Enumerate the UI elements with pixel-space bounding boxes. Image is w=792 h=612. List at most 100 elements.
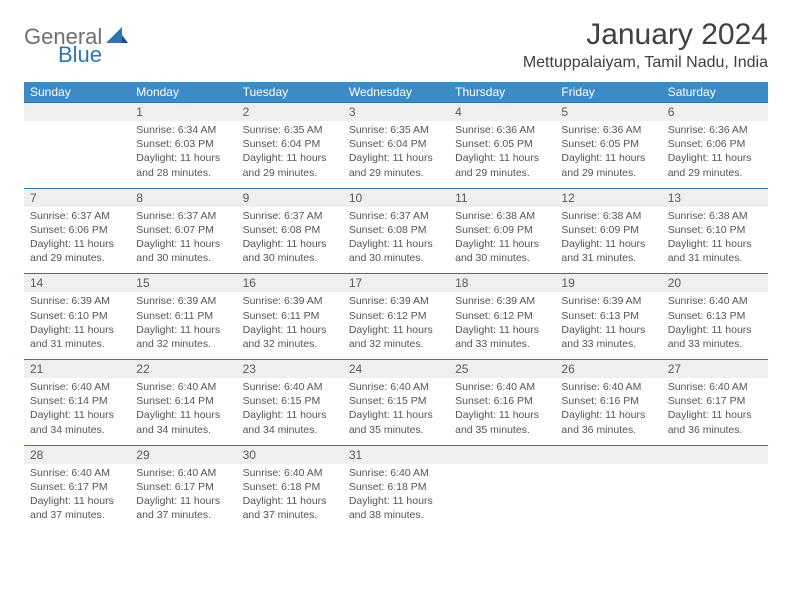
- day-detail-cell: Sunrise: 6:39 AMSunset: 6:10 PMDaylight:…: [24, 292, 130, 359]
- day2-text: and 33 minutes.: [561, 337, 655, 351]
- day2-text: and 30 minutes.: [136, 251, 230, 265]
- day-number-cell: 2: [237, 103, 343, 122]
- sunrise-text: Sunrise: 6:39 AM: [455, 294, 549, 308]
- day2-text: and 35 minutes.: [349, 423, 443, 437]
- day-detail-cell: Sunrise: 6:39 AMSunset: 6:11 PMDaylight:…: [130, 292, 236, 359]
- day-number: 1: [136, 105, 143, 119]
- sunrise-text: Sunrise: 6:40 AM: [561, 380, 655, 394]
- sunset-text: Sunset: 6:06 PM: [30, 223, 124, 237]
- day-number-cell: 6: [662, 103, 768, 122]
- sunrise-text: Sunrise: 6:37 AM: [349, 209, 443, 223]
- sunset-text: Sunset: 6:08 PM: [243, 223, 337, 237]
- sunrise-text: Sunrise: 6:38 AM: [561, 209, 655, 223]
- day-number-cell: 28: [24, 445, 130, 464]
- day-detail-cell: Sunrise: 6:36 AMSunset: 6:05 PMDaylight:…: [449, 121, 555, 188]
- day1-text: Daylight: 11 hours: [561, 408, 655, 422]
- day-number-cell: [24, 103, 130, 122]
- day-detail-cell: Sunrise: 6:37 AMSunset: 6:08 PMDaylight:…: [237, 207, 343, 274]
- sunrise-text: Sunrise: 6:40 AM: [243, 466, 337, 480]
- day-detail-cell: Sunrise: 6:40 AMSunset: 6:14 PMDaylight:…: [24, 378, 130, 445]
- day-detail-cell: Sunrise: 6:39 AMSunset: 6:12 PMDaylight:…: [449, 292, 555, 359]
- day-number: 27: [668, 362, 681, 376]
- sunset-text: Sunset: 6:05 PM: [455, 137, 549, 151]
- weekday-header: Friday: [555, 82, 661, 103]
- day-number-cell: 17: [343, 274, 449, 293]
- sunrise-text: Sunrise: 6:36 AM: [668, 123, 762, 137]
- day-number-cell: 15: [130, 274, 236, 293]
- day-number-row: 28 29 30 31: [24, 445, 768, 464]
- day-detail-cell: Sunrise: 6:34 AMSunset: 6:03 PMDaylight:…: [130, 121, 236, 188]
- day1-text: Daylight: 11 hours: [455, 323, 549, 337]
- day2-text: and 35 minutes.: [455, 423, 549, 437]
- day1-text: Daylight: 11 hours: [455, 151, 549, 165]
- sunset-text: Sunset: 6:10 PM: [668, 223, 762, 237]
- day-number: 30: [243, 448, 256, 462]
- day-number-cell: 31: [343, 445, 449, 464]
- day-number: 31: [349, 448, 362, 462]
- day1-text: Daylight: 11 hours: [30, 408, 124, 422]
- sunset-text: Sunset: 6:18 PM: [349, 480, 443, 494]
- day1-text: Daylight: 11 hours: [30, 494, 124, 508]
- day-detail-cell: Sunrise: 6:40 AMSunset: 6:17 PMDaylight:…: [24, 464, 130, 531]
- sunrise-text: Sunrise: 6:40 AM: [668, 380, 762, 394]
- day1-text: Daylight: 11 hours: [30, 237, 124, 251]
- weekday-header: Sunday: [24, 82, 130, 103]
- day-number-cell: 24: [343, 360, 449, 379]
- sunrise-text: Sunrise: 6:35 AM: [349, 123, 443, 137]
- day2-text: and 30 minutes.: [243, 251, 337, 265]
- sunrise-text: Sunrise: 6:37 AM: [30, 209, 124, 223]
- day-number: 29: [136, 448, 149, 462]
- day-detail-cell: Sunrise: 6:40 AMSunset: 6:14 PMDaylight:…: [130, 378, 236, 445]
- day-detail-cell: Sunrise: 6:35 AMSunset: 6:04 PMDaylight:…: [237, 121, 343, 188]
- day1-text: Daylight: 11 hours: [243, 408, 337, 422]
- sunset-text: Sunset: 6:18 PM: [243, 480, 337, 494]
- day2-text: and 37 minutes.: [30, 508, 124, 522]
- day1-text: Daylight: 11 hours: [561, 323, 655, 337]
- sunset-text: Sunset: 6:17 PM: [30, 480, 124, 494]
- day2-text: and 29 minutes.: [243, 166, 337, 180]
- sunset-text: Sunset: 6:09 PM: [561, 223, 655, 237]
- day-number-cell: 30: [237, 445, 343, 464]
- day-number-cell: 3: [343, 103, 449, 122]
- day-detail-cell: Sunrise: 6:40 AMSunset: 6:17 PMDaylight:…: [662, 378, 768, 445]
- day-number-cell: [449, 445, 555, 464]
- day-number-cell: 29: [130, 445, 236, 464]
- page-header: General January 2024 Mettuppalaiyam, Tam…: [24, 18, 768, 72]
- day2-text: and 31 minutes.: [30, 337, 124, 351]
- sunset-text: Sunset: 6:11 PM: [243, 309, 337, 323]
- day-number-cell: [662, 445, 768, 464]
- day2-text: and 29 minutes.: [30, 251, 124, 265]
- day-detail-cell: [449, 464, 555, 531]
- day1-text: Daylight: 11 hours: [349, 494, 443, 508]
- day-number: 20: [668, 276, 681, 290]
- day-detail-cell: [662, 464, 768, 531]
- day-number-cell: 23: [237, 360, 343, 379]
- day-detail-cell: Sunrise: 6:40 AMSunset: 6:15 PMDaylight:…: [343, 378, 449, 445]
- sunset-text: Sunset: 6:14 PM: [30, 394, 124, 408]
- day-number: 19: [561, 276, 574, 290]
- sunrise-text: Sunrise: 6:35 AM: [243, 123, 337, 137]
- day-number: 18: [455, 276, 468, 290]
- weekday-header: Thursday: [449, 82, 555, 103]
- location-label: Mettuppalaiyam, Tamil Nadu, India: [523, 54, 768, 72]
- day-detail-cell: Sunrise: 6:40 AMSunset: 6:18 PMDaylight:…: [343, 464, 449, 531]
- day1-text: Daylight: 11 hours: [455, 408, 549, 422]
- day1-text: Daylight: 11 hours: [668, 408, 762, 422]
- sunrise-text: Sunrise: 6:34 AM: [136, 123, 230, 137]
- calendar-table: Sunday Monday Tuesday Wednesday Thursday…: [24, 82, 768, 530]
- day2-text: and 37 minutes.: [243, 508, 337, 522]
- day1-text: Daylight: 11 hours: [349, 323, 443, 337]
- day-detail-cell: Sunrise: 6:37 AMSunset: 6:07 PMDaylight:…: [130, 207, 236, 274]
- day-detail-row: Sunrise: 6:34 AMSunset: 6:03 PMDaylight:…: [24, 121, 768, 188]
- day-detail-cell: Sunrise: 6:36 AMSunset: 6:05 PMDaylight:…: [555, 121, 661, 188]
- day-number: 14: [30, 276, 43, 290]
- title-block: January 2024 Mettuppalaiyam, Tamil Nadu,…: [523, 18, 768, 72]
- day2-text: and 29 minutes.: [349, 166, 443, 180]
- sunrise-text: Sunrise: 6:38 AM: [668, 209, 762, 223]
- day-detail-row: Sunrise: 6:37 AMSunset: 6:06 PMDaylight:…: [24, 207, 768, 274]
- day2-text: and 32 minutes.: [243, 337, 337, 351]
- day1-text: Daylight: 11 hours: [668, 237, 762, 251]
- day-detail-cell: Sunrise: 6:38 AMSunset: 6:10 PMDaylight:…: [662, 207, 768, 274]
- sunset-text: Sunset: 6:16 PM: [455, 394, 549, 408]
- day1-text: Daylight: 11 hours: [668, 323, 762, 337]
